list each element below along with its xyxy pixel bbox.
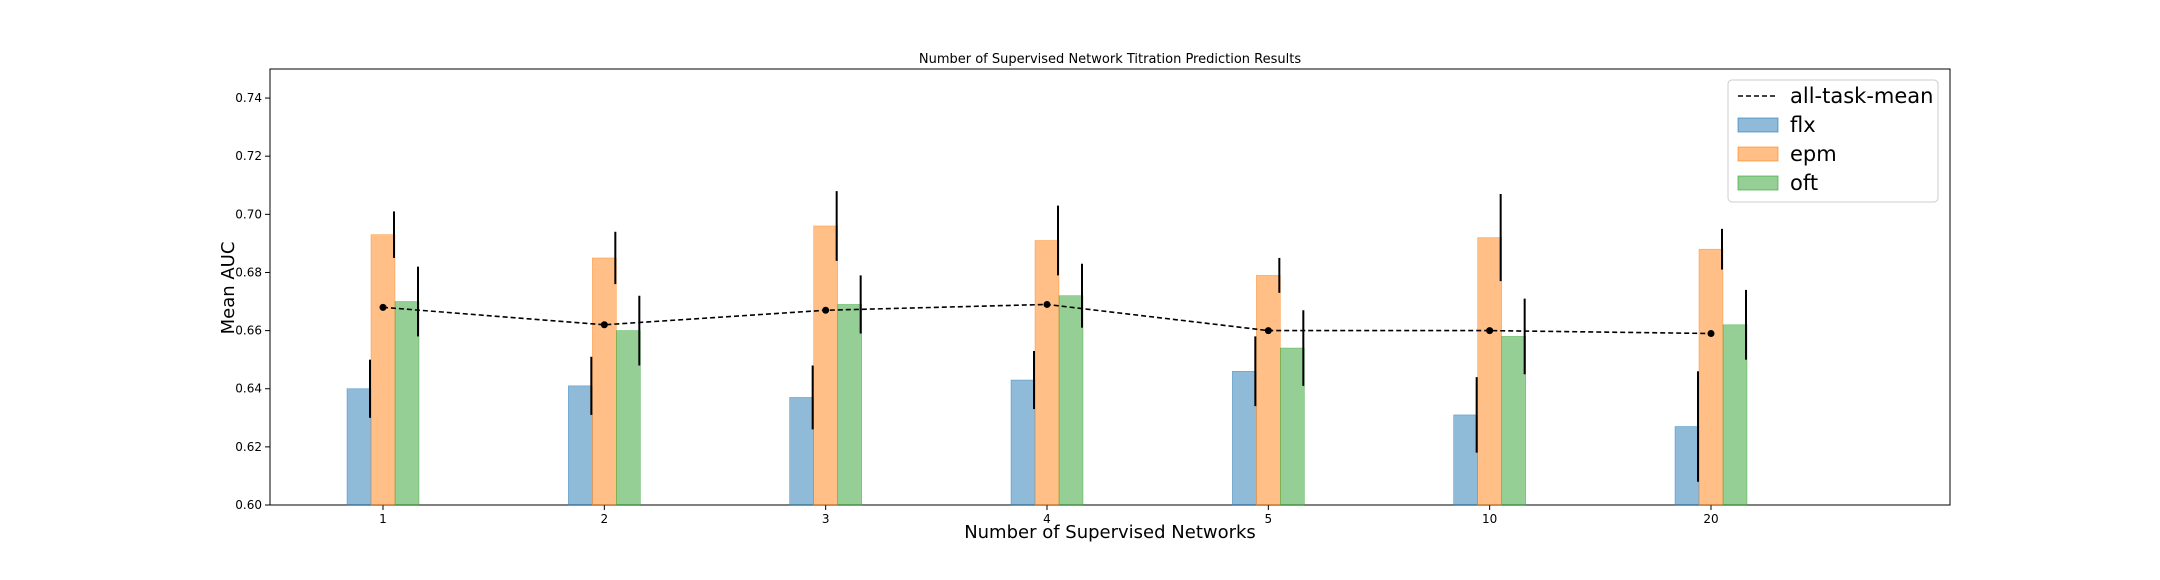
x-tick-label: 20 xyxy=(1703,512,1718,526)
bar-epm xyxy=(1256,275,1281,506)
legend-swatch-flx xyxy=(1737,117,1779,133)
legend-box xyxy=(1727,79,1939,203)
y-tick-label: 0.62 xyxy=(235,440,262,454)
bar-epm xyxy=(1034,240,1060,506)
plot-area: 0.60 0.62 0.64 0.66 0.68 0.70 0.72 0.74 1 2 3 4 5 10 2… xyxy=(235,68,1951,526)
mean-point xyxy=(1486,327,1494,335)
legend-label-flx: flx xyxy=(1790,113,1816,137)
bar-oft xyxy=(1722,324,1748,506)
bar-oft xyxy=(837,304,862,506)
mean-point xyxy=(600,321,608,329)
chart-title: Number of Supervised Network Titration P… xyxy=(919,52,1301,67)
bar-flx xyxy=(568,385,593,506)
x-tick-label: 3 xyxy=(822,512,830,526)
bar-oft xyxy=(1280,347,1305,506)
legend-label-mean: all-task-mean xyxy=(1790,84,1933,108)
mean-point xyxy=(822,306,830,314)
bar-flx xyxy=(1010,379,1036,506)
mean-point xyxy=(379,303,387,311)
bar-flx xyxy=(346,388,372,506)
y-tick-label: 0.74 xyxy=(235,91,262,105)
y-tick-label: 0.72 xyxy=(235,149,262,163)
bar-epm xyxy=(370,234,396,506)
bar-oft xyxy=(394,301,420,506)
bar-epm xyxy=(592,257,617,506)
x-tick-label: 5 xyxy=(1265,512,1273,526)
x-axis-label: Number of Supervised Networks xyxy=(964,522,1256,543)
bar-flx xyxy=(1674,426,1700,506)
legend: all-task-mean flx epm oft xyxy=(1727,79,1939,203)
mean-point xyxy=(1264,327,1272,335)
bar-flx xyxy=(1232,370,1257,506)
mean-point xyxy=(1043,300,1051,308)
plot-frame xyxy=(269,68,1951,506)
bar-oft xyxy=(616,330,641,506)
y-tick-label: 0.60 xyxy=(235,498,262,512)
bar-epm xyxy=(813,225,838,506)
bar-epm xyxy=(1698,248,1724,506)
y-tick-label: 0.66 xyxy=(235,324,262,338)
legend-label-oft: oft xyxy=(1790,171,1818,195)
bar-oft xyxy=(1058,295,1084,506)
x-tick-label: 10 xyxy=(1482,512,1497,526)
x-tick-label: 2 xyxy=(601,512,609,526)
bar-oft xyxy=(1501,336,1526,506)
y-tick-label: 0.64 xyxy=(235,382,262,396)
y-axis-label: Mean AUC xyxy=(218,242,239,335)
bar-flx xyxy=(789,397,814,506)
y-tick-label: 0.68 xyxy=(235,265,262,279)
legend-swatch-epm xyxy=(1737,146,1779,162)
mean-point xyxy=(1707,330,1715,338)
bar-epm xyxy=(1477,237,1502,506)
bar-flx xyxy=(1453,414,1478,506)
y-tick-label: 0.70 xyxy=(235,207,262,221)
legend-label-epm: epm xyxy=(1790,142,1837,166)
legend-swatch-oft xyxy=(1737,175,1779,191)
x-tick-label: 4 xyxy=(1043,512,1051,526)
x-tick-label: 1 xyxy=(379,512,387,526)
